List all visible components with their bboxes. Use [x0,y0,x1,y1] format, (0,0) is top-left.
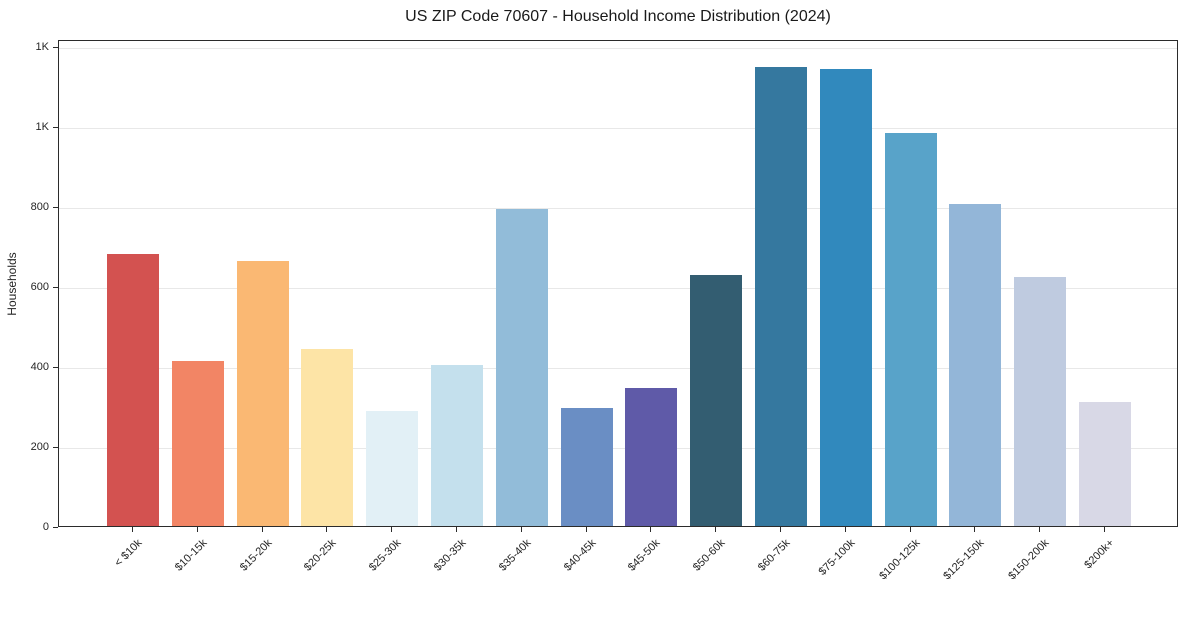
bar-$30-35k [431,364,483,526]
bar-$150-200k [1014,276,1067,526]
x-tick-mark [974,527,976,532]
y-tick-mark [53,367,58,369]
bar-$100-125k [884,132,937,526]
y-tick-mark [53,207,58,209]
x-tick-mark [844,527,846,532]
x-tick-mark [261,527,263,532]
bar-$75-100k [819,69,872,526]
gridline [59,128,1177,130]
y-tick-label: 1K [35,121,49,134]
x-tick-mark [585,527,587,532]
x-tick-mark [391,527,393,532]
bar-$60-75k [755,67,807,526]
y-tick-label: 0 [42,521,49,533]
bar-$25-30k [366,411,419,526]
y-tick-mark [53,127,58,129]
plot-area [58,40,1178,527]
y-tick-label: 400 [30,361,49,374]
x-tick-mark [1104,527,1105,532]
y-tick-label: 800 [30,201,49,214]
bar-$45-50k [625,387,678,526]
y-tick-mark [53,527,58,528]
y-tick-label: 1K [35,41,49,54]
gridline [59,208,1177,210]
y-tick-label: 600 [30,281,49,294]
x-tick-mark [909,527,911,532]
chart-screenshot: { "title": "US ZIP Code 70607 - Househol… [5,8,1178,583]
bar-$125-150k [949,204,1002,526]
bar-$15-20k [236,261,289,526]
x-tick-mark [196,527,198,532]
x-tick-mark [326,527,328,532]
bar-$10-15k [171,360,224,526]
y-tick-mark [53,47,58,49]
bar-< $10k [107,254,159,526]
x-tick-mark [650,527,652,532]
gridline [59,48,1177,50]
bar-$50-60k [690,275,743,526]
x-tick-mark [715,527,717,532]
y-tick-mark [53,287,58,289]
x-tick-mark [1039,527,1041,532]
x-tick-mark [520,527,522,532]
bar-$40-45k [560,408,613,526]
gridline [59,288,1177,290]
bar-$35-40k [495,209,548,526]
gridline [59,448,1177,450]
bar-$20-25k [301,349,354,526]
x-tick-mark [456,527,457,532]
x-tick-mark [132,527,133,532]
x-tick-mark [780,527,781,532]
y-tick-label: 200 [30,441,49,454]
gridline [59,368,1177,370]
y-tick-mark [53,447,58,449]
chart-title: US ZIP Code 70607 - Household Income Dis… [405,8,831,25]
bar-$200k+ [1079,402,1131,526]
